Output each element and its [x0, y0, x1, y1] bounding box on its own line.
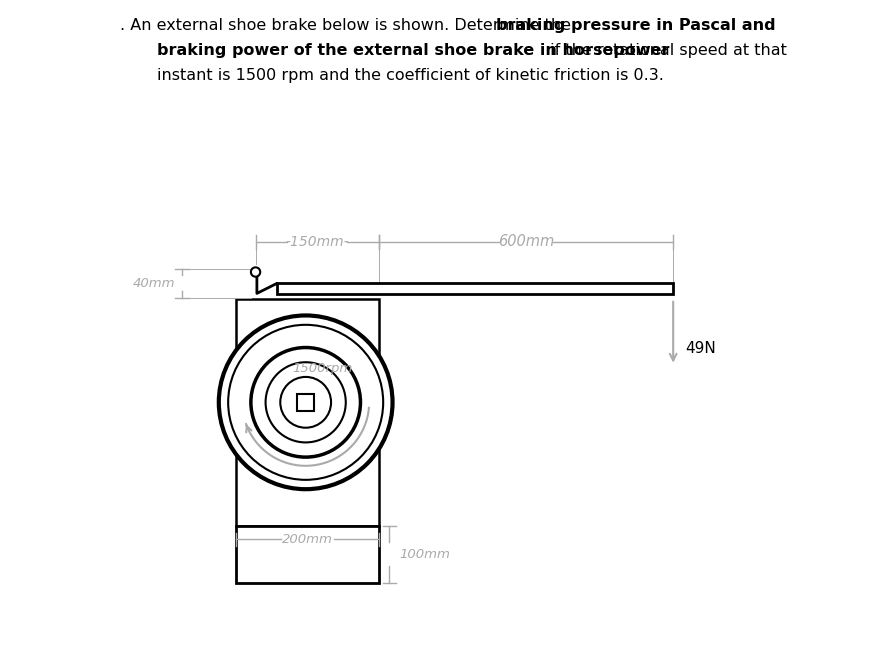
Text: 49N: 49N — [685, 342, 716, 356]
Text: 40mm: 40mm — [133, 277, 176, 290]
Bar — [235, 526, 379, 582]
Text: braking power of the external shoe brake in horsepower: braking power of the external shoe brake… — [157, 43, 670, 58]
Bar — [235, 299, 379, 526]
Text: 100mm: 100mm — [400, 548, 450, 561]
Text: if the rotational speed at that: if the rotational speed at that — [545, 43, 787, 58]
Circle shape — [266, 362, 346, 442]
Text: 200mm: 200mm — [282, 533, 333, 546]
Circle shape — [228, 325, 384, 480]
Polygon shape — [277, 283, 673, 294]
Circle shape — [219, 315, 392, 489]
Text: braking pressure in Pascal and: braking pressure in Pascal and — [496, 18, 776, 33]
Text: 1500rpm: 1500rpm — [293, 362, 352, 375]
Bar — [297, 394, 314, 411]
Text: -150mm-: -150mm- — [285, 235, 349, 249]
Circle shape — [251, 267, 260, 276]
Text: 600mm: 600mm — [498, 234, 554, 250]
Circle shape — [280, 377, 331, 427]
Text: . An external shoe brake below is shown. Determine the: . An external shoe brake below is shown.… — [120, 18, 576, 33]
Circle shape — [251, 348, 360, 457]
Text: instant is 1500 rpm and the coefficient of kinetic friction is 0.3.: instant is 1500 rpm and the coefficient … — [157, 68, 665, 83]
